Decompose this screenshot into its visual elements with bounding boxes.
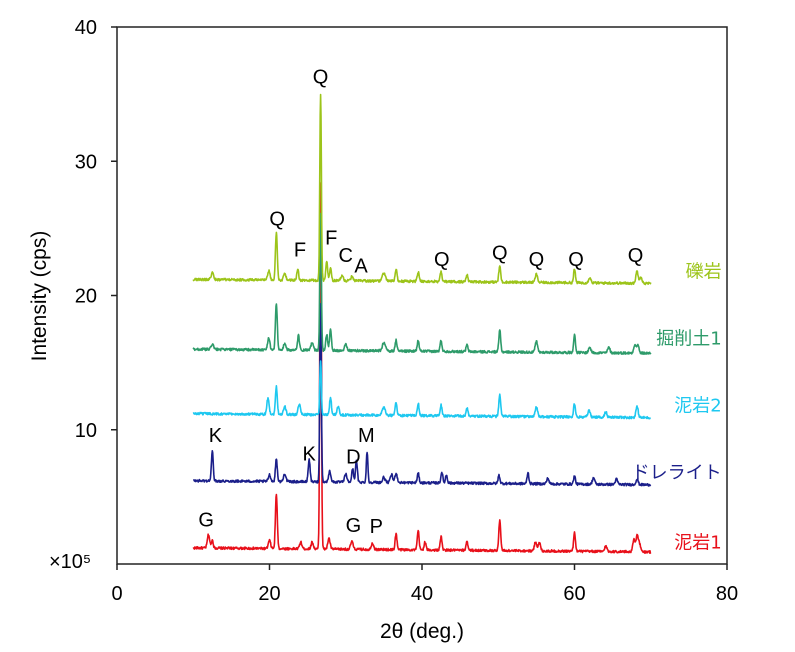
x-axis-title: 2θ (deg.) (380, 620, 464, 643)
peak-label: Q (492, 242, 508, 264)
x-tick-label: 0 (111, 583, 122, 605)
ticks-layer: 0 20 40 60 80 10 20 30 40 (75, 17, 738, 605)
series-label: 泥岩2 (674, 396, 721, 417)
peak-label: P (370, 516, 383, 538)
y-axis-title: Intensity (cps) (28, 231, 51, 362)
peak-label: Q (434, 249, 450, 271)
series-label: 掘削土1 (656, 328, 721, 349)
scale-note: ×10⁵ (49, 551, 91, 573)
series-line (192, 182, 652, 554)
y-tick-label: 10 (75, 420, 97, 442)
series-label: 礫岩 (686, 261, 722, 282)
series-line (192, 93, 652, 286)
peak-label: K (209, 425, 223, 447)
peak-label: Q (628, 245, 644, 267)
peak-label: C (339, 245, 353, 267)
x-tick-label: 40 (411, 583, 433, 605)
x-tick-label: 20 (258, 583, 280, 605)
x-tick-label: 80 (716, 583, 738, 605)
series-layer (192, 93, 652, 554)
y-tick-label: 20 (75, 286, 97, 308)
peak-label: Q (313, 66, 329, 88)
peak-label: G (346, 515, 362, 537)
peak-label: Q (568, 249, 584, 271)
x-tick-label: 60 (563, 583, 585, 605)
peak-label: Q (529, 249, 545, 271)
peak-label: K (302, 444, 316, 466)
peak-label: F (325, 227, 337, 249)
series-line (192, 302, 652, 487)
peak-label: M (358, 425, 375, 447)
series-label: 泥岩1 (674, 533, 721, 554)
series-label: ドレライト (632, 463, 722, 484)
peak-label: A (354, 256, 368, 278)
y-tick-label: 40 (75, 17, 97, 39)
series-label-layer: 泥岩1 ドレライト 泥岩2 掘削土1 礫岩 (632, 261, 722, 553)
peak-label: D (346, 446, 360, 468)
series-line (192, 212, 652, 355)
series-line (192, 360, 652, 420)
peak-label: G (198, 509, 214, 531)
peak-label: F (294, 240, 306, 262)
peak-label: Q (269, 209, 285, 231)
y-tick-label: 30 (75, 151, 97, 173)
